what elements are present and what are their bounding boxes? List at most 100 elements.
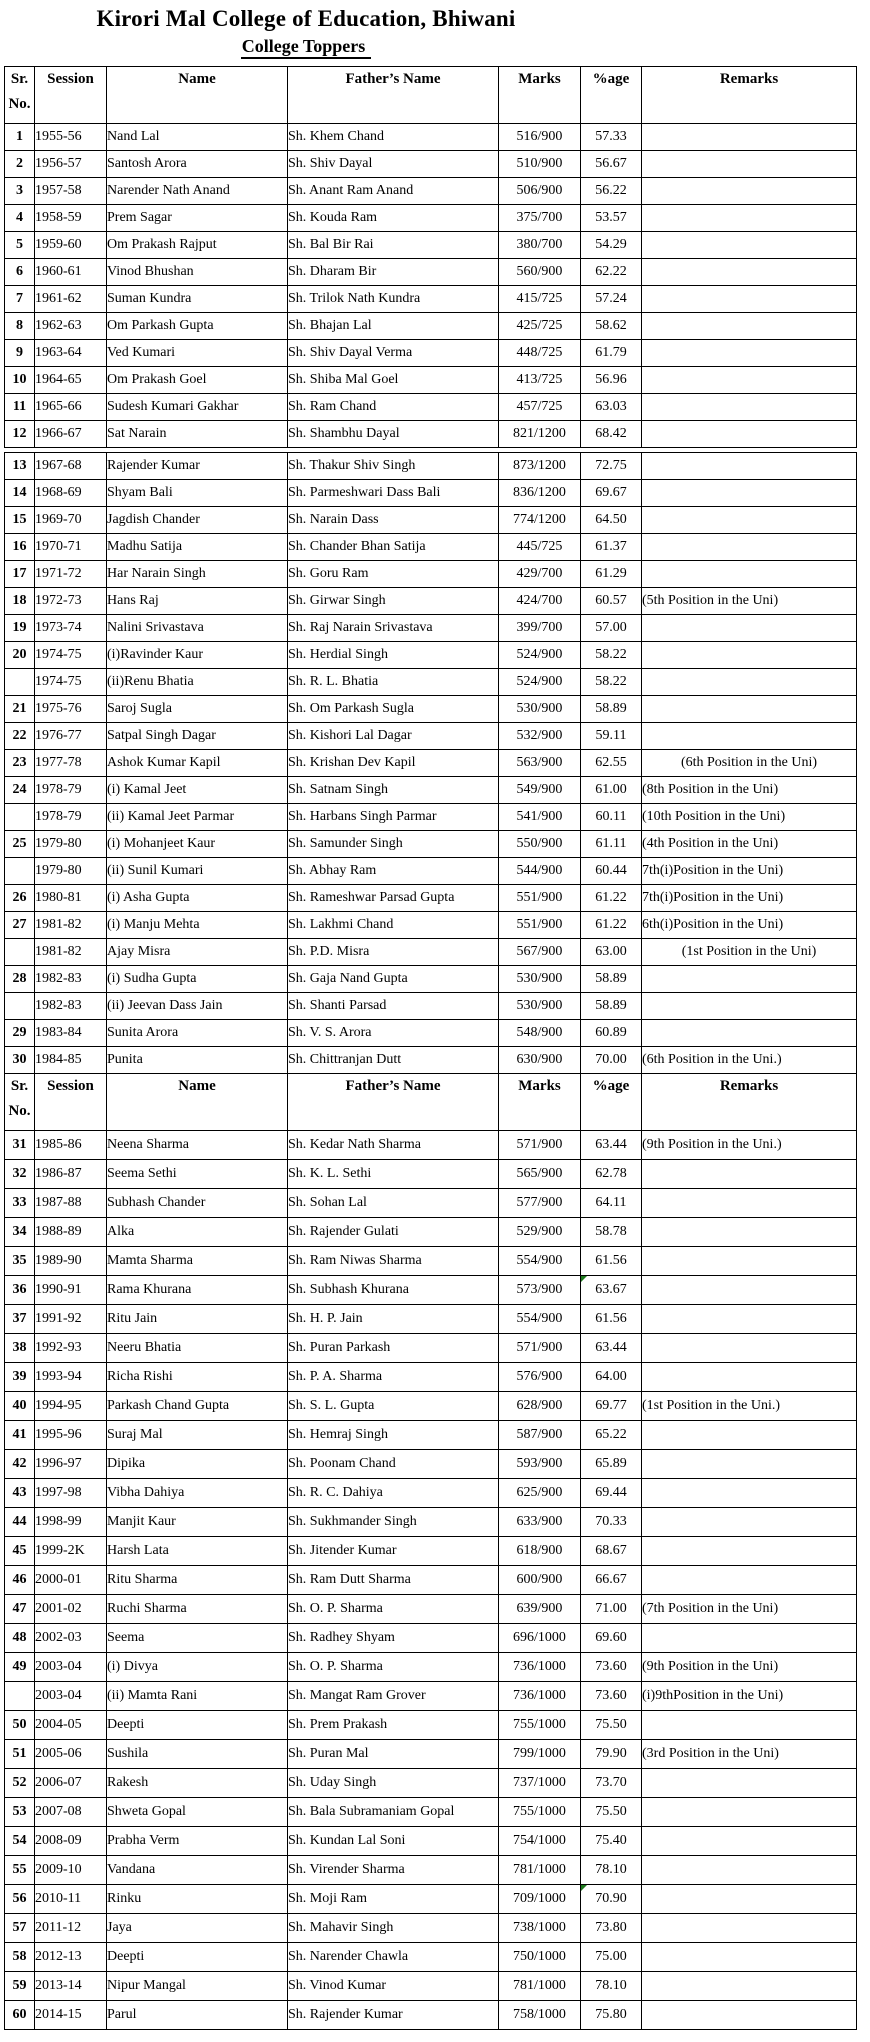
cell-marks: 524/900 bbox=[498, 668, 581, 697]
cell-percentage: 61.37 bbox=[580, 533, 642, 562]
cell-remarks: (1st Position in the Uni) bbox=[641, 938, 857, 967]
cell-percentage: 57.33 bbox=[580, 123, 642, 152]
table-row: 13 1967-68 Rajender Kumar Sh. Thakur Shiv S… bbox=[4, 452, 857, 481]
cell-marks: 549/900 bbox=[498, 776, 581, 805]
cell-sr-no: 2 bbox=[4, 150, 35, 179]
cell-sr-no: 20 bbox=[4, 641, 35, 670]
cell-marks: 429/700 bbox=[498, 560, 581, 589]
cell-fathers-name: Sh. Subhash Khurana bbox=[287, 1275, 499, 1306]
cell-name: Hans Raj bbox=[106, 587, 288, 616]
table-row: 58 2012-13 Deepti Sh. Narender Chawla 750/10… bbox=[4, 1942, 857, 1973]
cell-sr-no: 30 bbox=[4, 1046, 35, 1075]
cell-name: Jagdish Chander bbox=[106, 506, 288, 535]
table-row: 50 2004-05 Deepti Sh. Prem Prakash 755/1000 7… bbox=[4, 1710, 857, 1741]
cell-name: Vibha Dahiya bbox=[106, 1478, 288, 1509]
cell-sr-no: 51 bbox=[4, 1739, 35, 1770]
cell-fathers-name: Sh. Narender Chawla bbox=[287, 1942, 499, 1973]
cell-fathers-name: Sh. Ram Niwas Sharma bbox=[287, 1246, 499, 1277]
column-header-percentage: %age bbox=[580, 1073, 642, 1132]
cell-session: 1978-79 bbox=[34, 803, 107, 832]
cell-remarks bbox=[641, 1217, 857, 1248]
cell-fathers-name: Sh. Poonam Chand bbox=[287, 1449, 499, 1480]
cell-name: (i) Asha Gupta bbox=[106, 884, 288, 913]
cell-name: Manjit Kaur bbox=[106, 1507, 288, 1538]
cell-fathers-name: Sh. Kishori Lal Dagar bbox=[287, 722, 499, 751]
table-row: 1978-79 (ii) Kamal Jeet Parmar Sh. Harbans… bbox=[4, 803, 857, 832]
cell-percentage: 61.29 bbox=[580, 560, 642, 589]
cell-sr-no: 33 bbox=[4, 1188, 35, 1219]
cell-percentage: 73.60 bbox=[580, 1681, 642, 1712]
cell-session: 1991-92 bbox=[34, 1304, 107, 1335]
table-row: 27 1981-82 (i) Manju Mehta Sh. Lakhmi Chand… bbox=[4, 911, 857, 940]
table-row: 7 1961-62 Suman Kundra Sh. Trilok Nath Kund… bbox=[4, 285, 857, 314]
cell-sr-no: 50 bbox=[4, 1710, 35, 1741]
cell-percentage: 60.57 bbox=[580, 587, 642, 616]
cell-marks: 554/900 bbox=[498, 1246, 581, 1277]
cell-fathers-name: Sh. Parmeshwari Dass Bali bbox=[287, 479, 499, 508]
cell-session: 1962-63 bbox=[34, 312, 107, 341]
cell-sr-no: 29 bbox=[4, 1019, 35, 1048]
table-row: 41 1995-96 Suraj Mal Sh. Hemraj Singh 587/90… bbox=[4, 1420, 857, 1451]
cell-name: Om Prakash Goel bbox=[106, 366, 288, 395]
cell-marks: 530/900 bbox=[498, 992, 581, 1021]
cell-marks: 424/700 bbox=[498, 587, 581, 616]
cell-remarks bbox=[641, 231, 857, 260]
cell-name: Suraj Mal bbox=[106, 1420, 288, 1451]
table-row: 44 1998-99 Manjit Kaur Sh. Sukhmander Singh… bbox=[4, 1507, 857, 1538]
cell-remarks bbox=[641, 1884, 857, 1915]
cell-name: Vandana bbox=[106, 1855, 288, 1886]
cell-percentage: 63.44 bbox=[580, 1333, 642, 1364]
cell-remarks bbox=[641, 150, 857, 179]
cell-name: Deepti bbox=[106, 1942, 288, 1973]
cell-remarks bbox=[641, 204, 857, 233]
cell-percentage: 68.67 bbox=[580, 1536, 642, 1567]
column-header-fathers-name: Father’s Name bbox=[287, 1073, 499, 1132]
column-header-marks: Marks bbox=[498, 1073, 581, 1132]
cell-remarks: (9th Position in the Uni) bbox=[641, 1652, 857, 1683]
cell-session: 1968-69 bbox=[34, 479, 107, 508]
cell-session: 2007-08 bbox=[34, 1797, 107, 1828]
cell-fathers-name: Sh. Lakhmi Chand bbox=[287, 911, 499, 940]
cell-remarks bbox=[641, 1797, 857, 1828]
cell-session: 1982-83 bbox=[34, 992, 107, 1021]
cell-name: Narender Nath Anand bbox=[106, 177, 288, 206]
cell-session: 2004-05 bbox=[34, 1710, 107, 1741]
table-row: 48 2002-03 Seema Sh. Radhey Shyam 696/1000 69… bbox=[4, 1623, 857, 1654]
cell-fathers-name: Sh. Bhajan Lal bbox=[287, 312, 499, 341]
cell-session: 1956-57 bbox=[34, 150, 107, 179]
cell-remarks bbox=[641, 1246, 857, 1277]
cell-marks: 529/900 bbox=[498, 1217, 581, 1248]
cell-percentage: 58.22 bbox=[580, 668, 642, 697]
cell-marks: 758/1000 bbox=[498, 2000, 581, 2031]
header-row: Sr. No. Session Name Father’s Name Marks %age R… bbox=[4, 66, 857, 125]
table-row: 31 1985-86 Neena Sharma Sh. Kedar Nath Shar… bbox=[4, 1130, 857, 1161]
table-row: 35 1989-90 Mamta Sharma Sh. Ram Niwas Sharm… bbox=[4, 1246, 857, 1277]
cell-percentage: 62.55 bbox=[580, 749, 642, 778]
cell-fathers-name: Sh. Gaja Nand Gupta bbox=[287, 965, 499, 994]
cell-marks: 565/900 bbox=[498, 1159, 581, 1190]
cell-name: Sat Narain bbox=[106, 420, 288, 449]
cell-session: 1955-56 bbox=[34, 123, 107, 152]
cell-percentage: 78.10 bbox=[580, 1855, 642, 1886]
cell-fathers-name: Sh. Jitender Kumar bbox=[287, 1536, 499, 1567]
cell-sr-no: 26 bbox=[4, 884, 35, 913]
cell-remarks: (6th Position in the Uni.) bbox=[641, 1046, 857, 1075]
cell-remarks bbox=[641, 339, 857, 368]
cell-fathers-name: Sh. O. P. Sharma bbox=[287, 1652, 499, 1683]
cell-name: Dipika bbox=[106, 1449, 288, 1480]
cell-percentage: 60.11 bbox=[580, 803, 642, 832]
cell-remarks bbox=[641, 506, 857, 535]
cell-percentage: 71.00 bbox=[580, 1594, 642, 1625]
cell-fathers-name: Sh. Samunder Singh bbox=[287, 830, 499, 859]
table-row: 45 1999-2K Harsh Lata Sh. Jitender Kumar 618… bbox=[4, 1536, 857, 1567]
cell-name: Ritu Jain bbox=[106, 1304, 288, 1335]
cell-session: 2002-03 bbox=[34, 1623, 107, 1654]
header-sr-line1: Sr. bbox=[10, 71, 29, 88]
cell-sr-no: 59 bbox=[4, 1971, 35, 2002]
cell-marks: 380/700 bbox=[498, 231, 581, 260]
cell-marks: 639/900 bbox=[498, 1594, 581, 1625]
cell-percentage: 57.00 bbox=[580, 614, 642, 643]
cell-sr-no: 46 bbox=[4, 1565, 35, 1596]
cell-fathers-name: Sh. Hemraj Singh bbox=[287, 1420, 499, 1451]
cell-sr-no: 4 bbox=[4, 204, 35, 233]
